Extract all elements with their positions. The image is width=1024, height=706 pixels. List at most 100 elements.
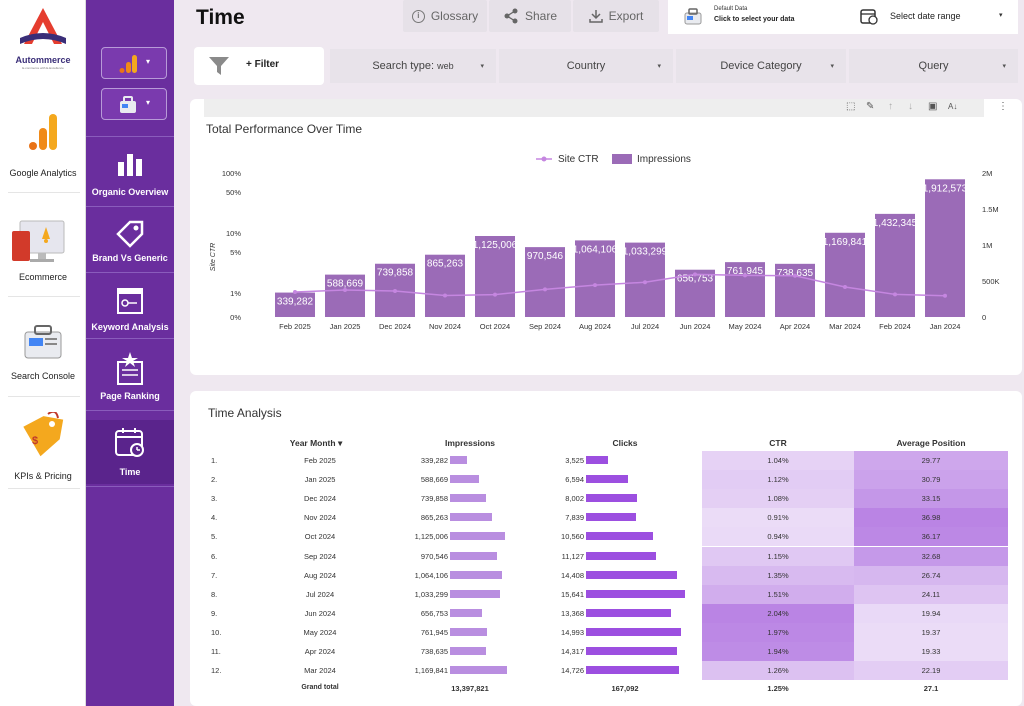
avg-position-cell: 33.15 xyxy=(921,494,941,504)
impressions-cell: 970,546 xyxy=(420,551,448,561)
country-dropdown[interactable]: Country ▾ xyxy=(499,49,673,83)
export-label: Export xyxy=(608,9,644,23)
left-axis-tick: 100% xyxy=(222,169,242,178)
impressions-cell: 761,945 xyxy=(420,627,448,637)
nav-search-console[interactable]: Search Console xyxy=(0,318,86,398)
left-axis-tick: 1% xyxy=(230,289,241,298)
sort-icon[interactable]: A↓ xyxy=(948,102,958,111)
row-number: 7. xyxy=(211,570,218,580)
performance-chart-card: ⬚ ✎ ↑ ↓ ▣ A↓ ⋮ Total Performance Over Ti… xyxy=(190,99,1022,375)
pencil-icon[interactable]: ✎ xyxy=(866,101,875,112)
add-filter-button[interactable]: + Filter xyxy=(194,47,324,85)
nav-time-active[interactable]: Time xyxy=(86,420,174,484)
row-number: 12. xyxy=(211,666,222,676)
date-range-picker[interactable]: Select date range ▾ xyxy=(858,4,1008,30)
clicks-cell: 14,317 xyxy=(561,647,584,656)
site-ctr-point xyxy=(393,288,397,293)
query-dropdown[interactable]: Query ▾ xyxy=(849,49,1018,83)
impressions-bar xyxy=(450,589,501,598)
year-month-cell: Dec 2024 xyxy=(303,494,337,504)
chart-settings-icon[interactable]: ▣ xyxy=(928,101,938,112)
avg-position-cell: 26.74 xyxy=(921,570,941,580)
data-source-subtitle: Click to select your data xyxy=(714,16,795,23)
more-vert-icon[interactable]: ⋮ xyxy=(998,101,1008,112)
nav-organic-overview[interactable]: Organic Overview xyxy=(86,148,174,204)
position-heat-cell xyxy=(854,451,1008,471)
nav-google-analytics[interactable]: Google Analytics xyxy=(0,110,86,190)
ctr-heat-cell xyxy=(702,622,854,642)
ctr-cell: 1.12% xyxy=(767,475,789,485)
position-heat-cell xyxy=(854,489,1008,509)
bar-data-label: 1,125,006 xyxy=(473,240,518,251)
brand-name: Autommerce xyxy=(15,55,71,65)
table-header[interactable]: Year Month ▾ xyxy=(289,438,343,448)
left-axis-tick: 5% xyxy=(230,248,241,257)
impressions-bar xyxy=(450,570,502,579)
left-axis-tick: 10% xyxy=(226,229,241,238)
table-header: Average Position xyxy=(896,438,966,448)
ctr-heat-cell xyxy=(702,584,854,604)
glossary-button[interactable]: i Glossary xyxy=(403,0,487,32)
impressions-bar xyxy=(825,232,865,317)
data-source-selector[interactable]: ▾ xyxy=(101,88,167,120)
chevron-down-icon: ▾ xyxy=(830,63,834,70)
nav-label: Page Ranking xyxy=(100,391,160,401)
info-icon: i xyxy=(411,9,425,23)
arrow-up-icon[interactable]: ↑ xyxy=(888,101,893,112)
total-impressions: 13,397,821 xyxy=(451,684,489,693)
device-category-dropdown[interactable]: Device Category ▾ xyxy=(676,49,846,83)
select-area-icon[interactable]: ⬚ xyxy=(846,101,856,112)
toolbox-icon xyxy=(684,8,702,25)
data-source-picker[interactable]: Default Data Click to select your data xyxy=(684,4,854,30)
arrow-down-icon[interactable]: ↓ xyxy=(908,101,913,112)
right-axis-tick: 1M xyxy=(982,241,992,250)
position-heat-cell xyxy=(854,584,1008,604)
nav-page-ranking[interactable]: Page Ranking xyxy=(86,350,174,406)
brand-logo[interactable]: Autommerce E-commerce with E-Excellence xyxy=(0,0,86,80)
keyword-icon xyxy=(117,288,143,314)
site-ctr-point xyxy=(743,273,747,278)
country-label: Country xyxy=(566,60,606,72)
impressions-bar xyxy=(450,494,486,503)
impressions-cell: 1,033,299 xyxy=(414,589,448,599)
ctr-heat-cell xyxy=(702,470,854,490)
year-month-cell: May 2024 xyxy=(303,627,337,637)
table-header: Clicks xyxy=(612,438,638,448)
site-ctr-point xyxy=(443,293,447,298)
x-axis-tick: Jan 2025 xyxy=(330,322,361,331)
search-type-dropdown[interactable]: Search type: web ▾ xyxy=(330,49,496,83)
right-axis-tick: 500K xyxy=(982,277,1000,286)
clicks-cell: 7,839 xyxy=(565,513,584,523)
year-month-cell: Mar 2024 xyxy=(304,666,336,676)
export-button[interactable]: Export xyxy=(573,0,659,32)
site-ctr-point xyxy=(943,293,947,298)
position-heat-cell xyxy=(854,470,1008,490)
analytics-selector[interactable]: ▾ xyxy=(101,47,167,79)
x-axis-tick: Jun 2024 xyxy=(680,322,711,331)
nav-brand-vs-generic[interactable]: Brand Vs Generic xyxy=(86,216,174,272)
x-axis-tick: Jul 2024 xyxy=(631,322,659,331)
nav-keyword-analysis[interactable]: Keyword Analysis xyxy=(86,286,174,342)
nav-kpis-pricing[interactable]: $ KPIs & Pricing xyxy=(0,410,86,490)
total-ctr: 1.25% xyxy=(767,684,789,693)
bar-data-label: 738,635 xyxy=(777,268,814,279)
site-ctr-point xyxy=(793,273,797,278)
divider xyxy=(86,486,174,487)
glossary-label: Glossary xyxy=(430,9,479,23)
impressions-bar xyxy=(450,608,482,617)
data-source-title: Default Data xyxy=(714,6,748,12)
share-button[interactable]: Share xyxy=(489,0,571,32)
clicks-bar xyxy=(586,647,677,655)
left-axis-tick: 50% xyxy=(226,188,241,197)
nav-ecommerce[interactable]: Ecommerce xyxy=(0,215,86,295)
ctr-cell: 1.35% xyxy=(767,570,789,580)
x-axis-tick: Dec 2024 xyxy=(379,322,411,331)
brand-tagline: E-commerce with E-Excellence xyxy=(22,66,64,70)
bar-data-label: 970,546 xyxy=(527,251,564,262)
ctr-heat-cell xyxy=(702,603,854,623)
divider xyxy=(86,136,174,137)
table-header: Impressions xyxy=(444,438,496,448)
row-number: 1. xyxy=(211,456,218,465)
chart-toolbar: ⬚ ✎ ↑ ↓ ▣ A↓ ⋮ xyxy=(204,99,1008,117)
year-month-cell: Feb 2025 xyxy=(304,456,336,465)
